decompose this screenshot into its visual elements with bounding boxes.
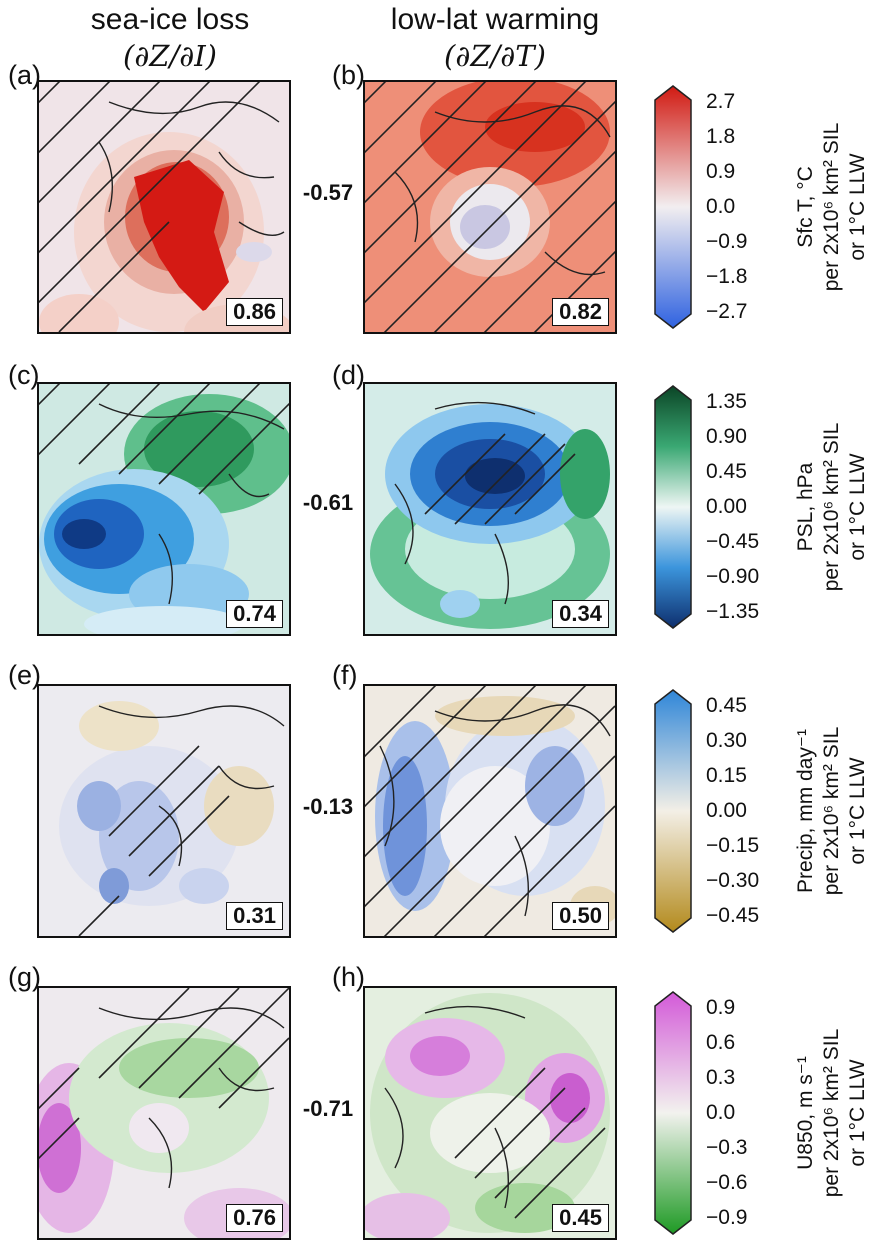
tick-label: 0.45 xyxy=(706,460,747,483)
tick-label: −1.35 xyxy=(706,600,760,623)
tick-label: −0.30 xyxy=(706,869,760,892)
map-field xyxy=(365,686,615,936)
panel-label: (d) xyxy=(332,360,365,390)
map-panel-h: 0.45 xyxy=(363,986,617,1240)
tick-label: −2.7 xyxy=(706,300,748,323)
tick-label: −0.6 xyxy=(706,1171,748,1194)
tick-label: 0.3 xyxy=(706,1066,736,1089)
colorbar-units-line: or 1°C LLW xyxy=(846,757,869,865)
colorbar-gradient xyxy=(654,385,692,629)
column-header-sea-ice-loss: sea-ice loss (∂Z/∂I) xyxy=(40,2,300,74)
tick-label: 0.9 xyxy=(706,160,736,183)
panel-label: (c) xyxy=(8,360,40,390)
map-panel-b: 0.82 xyxy=(363,80,617,334)
map-panel-a: 0.86 xyxy=(37,80,291,334)
column-subtitle: (∂Z/∂I) xyxy=(123,39,217,73)
column-title: low-lat warming xyxy=(390,3,600,36)
correlation-value: -0.13 xyxy=(302,794,354,819)
panel-label: (g) xyxy=(8,962,41,992)
tick-label: 0.6 xyxy=(706,1031,736,1054)
tick-label: 0.90 xyxy=(706,425,747,448)
panel-label: (h) xyxy=(332,962,365,992)
panel-label: (a) xyxy=(8,60,41,90)
tick-label: −0.9 xyxy=(706,230,748,253)
score-box: 0.31 xyxy=(226,902,283,930)
tick-label: −0.45 xyxy=(706,904,760,927)
colorbar-gradient xyxy=(654,85,692,329)
colorbar-units-line: or 1°C LLW xyxy=(846,153,869,261)
score-box: 0.74 xyxy=(226,600,283,628)
score-box: 0.82 xyxy=(552,298,609,326)
colorbar-precip xyxy=(653,688,693,934)
tick-label: 0.15 xyxy=(706,764,747,787)
map-panel-e: 0.31 xyxy=(37,684,291,938)
panel-label: (b) xyxy=(332,60,365,90)
colorbar-variable: Precip, mm day⁻¹ xyxy=(794,729,817,893)
column-title: sea-ice loss xyxy=(90,3,250,36)
score-box: 0.45 xyxy=(552,1204,609,1232)
tick-label: 0.00 xyxy=(706,495,747,518)
panel-label: (e) xyxy=(8,660,41,690)
map-field xyxy=(39,82,289,332)
colorbar-units-line: per 2x10⁶ km² SIL xyxy=(820,422,843,592)
map-field xyxy=(365,988,615,1238)
colorbar-units-line: per 2x10⁶ km² SIL xyxy=(820,726,843,896)
colorbar-psl xyxy=(653,384,693,630)
tick-label: 0.00 xyxy=(706,799,747,822)
tick-label: −0.9 xyxy=(706,1206,748,1229)
column-header-low-lat-warming: low-lat warming (∂Z/∂T) xyxy=(355,2,635,74)
tick-label: −0.90 xyxy=(706,565,760,588)
colorbar-variable: Sfc T, °C xyxy=(794,166,817,248)
correlation-value: -0.57 xyxy=(302,180,354,205)
map-panel-c: 0.74 xyxy=(37,382,291,636)
column-subtitle: (∂Z/∂T) xyxy=(444,39,546,73)
map-field xyxy=(39,384,289,634)
colorbar-units-line: or 1°C LLW xyxy=(846,1059,869,1167)
score-box: 0.76 xyxy=(226,1204,283,1232)
colorbar-gradient xyxy=(654,689,692,933)
colorbar-units-line: per 2x10⁶ km² SIL xyxy=(820,122,843,292)
tick-label: −0.3 xyxy=(706,1136,748,1159)
colorbar-units-line: per 2x10⁶ km² SIL xyxy=(820,1028,843,1198)
colorbar-variable: PSL, hPa xyxy=(794,462,817,552)
tick-label: −1.8 xyxy=(706,265,748,288)
tick-label: 1.35 xyxy=(706,390,747,413)
map-panel-f: 0.50 xyxy=(363,684,617,938)
colorbar-u850 xyxy=(653,990,693,1236)
tick-label: 1.8 xyxy=(706,125,736,148)
tick-label: −0.15 xyxy=(706,834,760,857)
colorbar-sfc-t xyxy=(653,84,693,330)
tick-label: 0.0 xyxy=(706,1101,736,1124)
map-panel-d: 0.34 xyxy=(363,382,617,636)
map-panel-g: 0.76 xyxy=(37,986,291,1240)
tick-label: 2.7 xyxy=(706,90,736,113)
score-box: 0.86 xyxy=(226,298,283,326)
score-box: 0.34 xyxy=(552,600,609,628)
map-field xyxy=(39,686,289,936)
map-field xyxy=(365,384,615,634)
colorbar-gradient xyxy=(654,991,692,1235)
colorbar-variable: U850, m s⁻¹ xyxy=(794,1056,817,1170)
correlation-value: -0.71 xyxy=(302,1096,354,1121)
score-box: 0.50 xyxy=(552,902,609,930)
colorbar-units-line: or 1°C LLW xyxy=(846,453,869,561)
map-field xyxy=(365,82,615,332)
panel-label: (f) xyxy=(332,660,358,690)
correlation-value: -0.61 xyxy=(302,490,354,515)
tick-label: 0.30 xyxy=(706,729,747,752)
tick-label: 0.45 xyxy=(706,694,747,717)
tick-label: 0.9 xyxy=(706,996,736,1019)
tick-label: 0.0 xyxy=(706,195,736,218)
tick-label: −0.45 xyxy=(706,530,760,553)
map-field xyxy=(39,988,289,1238)
